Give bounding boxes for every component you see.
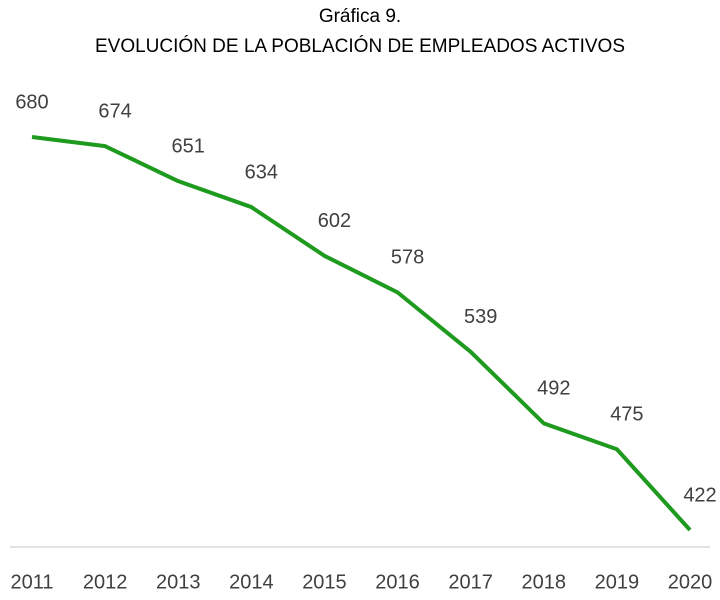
x-tick-label: 2013 [156,571,201,593]
data-line [31,135,692,532]
data-label: 578 [391,247,424,269]
data-label: 634 [245,161,278,183]
data-label: 674 [98,100,131,122]
x-tick-label: 2019 [595,571,640,593]
x-tick-label: 2016 [375,571,420,593]
data-label: 602 [318,210,351,232]
data-label: 651 [172,135,205,157]
x-tick-label: 2020 [668,571,713,593]
x-tick-label: 2014 [229,571,274,593]
x-tick-label: 2017 [448,571,493,593]
chart-title: Gráfica 9. [319,6,401,27]
data-label: 680 [15,91,48,113]
x-tick-label: 2012 [83,571,128,593]
x-tick-label: 2011 [10,571,53,593]
chart-subtitle: EVOLUCIÓN DE LA POBLACIÓN DE EMPLEADOS A… [95,35,625,57]
data-label: 475 [610,404,643,426]
data-label: 539 [464,306,497,328]
x-tick-label: 2018 [522,571,567,593]
data-label: 422 [683,484,716,506]
data-label: 492 [537,378,570,400]
x-tick-label: 2015 [302,571,347,593]
